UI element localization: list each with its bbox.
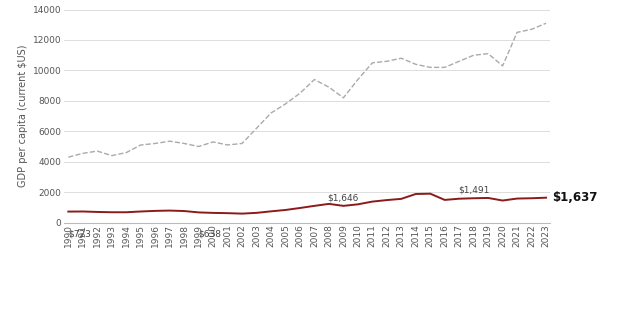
- Text: $638: $638: [198, 229, 221, 238]
- Text: $1,646: $1,646: [328, 194, 359, 203]
- Text: $1,491: $1,491: [458, 186, 490, 195]
- Text: $1,637: $1,637: [552, 191, 597, 204]
- Y-axis label: GDP per capita (current $US): GDP per capita (current $US): [19, 45, 28, 187]
- Text: $723: $723: [68, 229, 92, 238]
